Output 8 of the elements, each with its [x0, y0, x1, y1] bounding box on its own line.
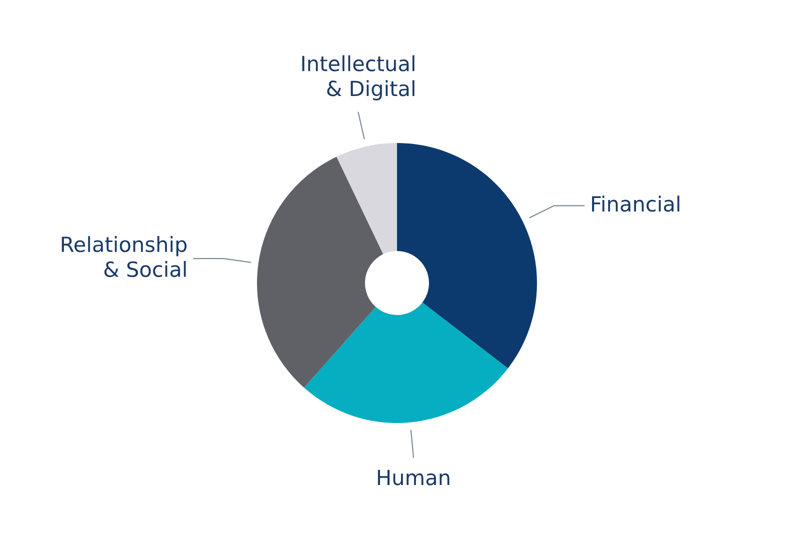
slice-label: Intellectual & Digital [302, 55, 414, 100]
donut-slice [304, 302, 508, 423]
slice-label: Relationship & Social [62, 236, 187, 278]
donut-slice [397, 143, 537, 368]
donut-slice [336, 143, 397, 254]
donut-slice [257, 156, 384, 388]
slice-label: Human [378, 470, 450, 486]
slice-label: Financial [592, 196, 680, 212]
